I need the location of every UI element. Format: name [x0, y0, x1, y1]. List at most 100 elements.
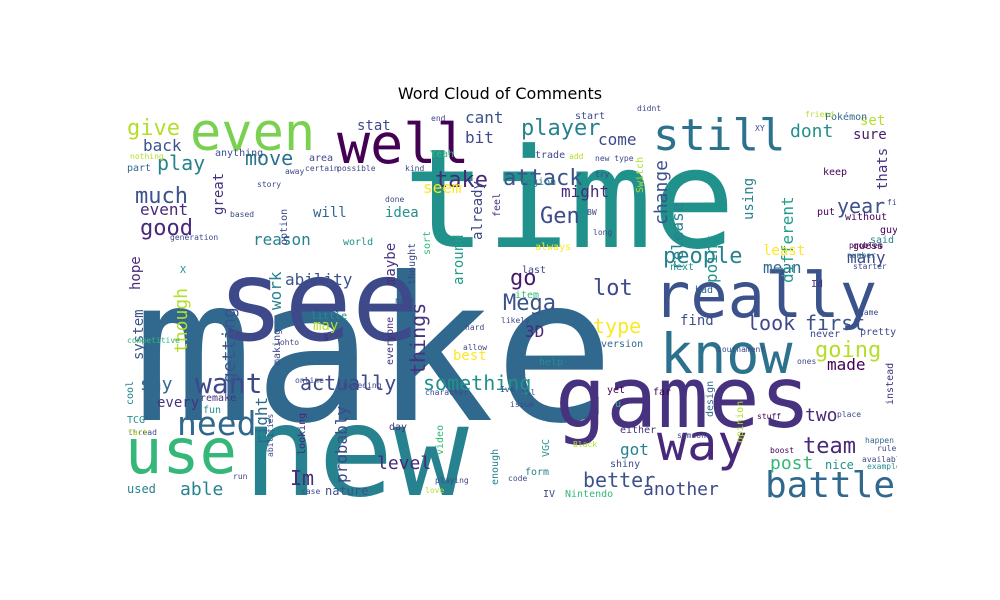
word-feel: feel [492, 193, 503, 217]
word-every: every [157, 395, 199, 411]
word-level: level [377, 453, 431, 474]
word-character: character [425, 388, 469, 397]
word-world: world [343, 237, 373, 248]
word-item: item [515, 290, 539, 301]
word-fun: fun [203, 405, 221, 416]
word-nintendo: Nintendo [565, 489, 613, 499]
word-way: way [657, 414, 747, 472]
word-possible: possible [337, 164, 376, 173]
word-someone: someone [677, 431, 711, 440]
word-mega: Mega [503, 291, 556, 316]
word-set: set [860, 113, 885, 129]
word-two: two [805, 405, 838, 426]
word-new-type: new type [595, 154, 634, 163]
word-used: used [127, 482, 156, 496]
word-team: team [803, 434, 856, 459]
word-breeding: breeding [343, 381, 382, 390]
word-able: able [180, 479, 223, 499]
word-type: type [593, 314, 641, 338]
word-seem: seem [423, 178, 462, 197]
word-play: play [157, 151, 205, 175]
word-nice: nice [825, 458, 854, 472]
word-stat: stat [357, 118, 391, 134]
word-back: back [143, 136, 182, 155]
word-dont: dont [790, 121, 833, 142]
word-cool: cool [125, 381, 136, 405]
word-probably: probably [332, 406, 351, 483]
word-ive: Ive [500, 385, 515, 394]
word-move: move [245, 146, 293, 170]
word-go: go [510, 266, 537, 291]
word-xy: XY [755, 124, 765, 133]
word-tcg: TCG [127, 415, 145, 426]
word-bw: BW [587, 208, 597, 217]
word-iv: IV [543, 489, 555, 499]
word-boost: boost [770, 446, 794, 455]
word-post: post [770, 453, 813, 474]
word-run: run [233, 472, 248, 481]
word-looking: looking [297, 413, 308, 455]
word-make: make [133, 235, 615, 468]
word-hard: hard [465, 323, 484, 332]
word-maybe: maybe [383, 243, 399, 285]
word-pretty: pretty [860, 327, 896, 338]
word-trade: trade [535, 150, 565, 161]
word-gen: Gen [540, 204, 580, 229]
word-kind: kind [405, 164, 424, 173]
word-ability: ability [285, 270, 353, 289]
word-playing: playing [435, 476, 469, 485]
word-either: either [620, 425, 656, 436]
word-based: based [230, 210, 254, 219]
word-thought: thought [407, 243, 418, 285]
word-well: well [337, 112, 469, 176]
word-right: right [252, 397, 271, 445]
word-option: option [279, 209, 290, 245]
word-day: day [389, 422, 407, 433]
word-bad: bad [695, 285, 713, 296]
word-number: number [847, 251, 876, 260]
word-something: something [423, 371, 531, 395]
word-story: story [257, 180, 281, 189]
word-will: will [313, 205, 347, 221]
word-video: video [435, 425, 446, 455]
word-mean: mean [763, 258, 802, 277]
word-using: using [741, 178, 757, 220]
word-much: much [135, 184, 188, 209]
word-know: know [660, 322, 793, 386]
word-cant: cant [465, 108, 504, 127]
word-find: find [680, 313, 714, 329]
word-pokémon: Pokémon [825, 111, 867, 123]
word-work: work [266, 271, 285, 310]
word-tournament: tournament [717, 345, 765, 354]
word-rule: rule [877, 444, 896, 453]
word-competitive: competitive [127, 336, 180, 345]
word-happen: happen [865, 436, 894, 445]
word-people: people [663, 244, 742, 269]
word-keep: keep [823, 167, 847, 178]
word-said: said [870, 235, 894, 246]
word-end: end [431, 114, 446, 123]
word-case: case [301, 487, 320, 496]
word-though: though [171, 288, 192, 353]
word-online: online [295, 376, 324, 385]
word-different: different [778, 196, 797, 283]
word-things: things [406, 303, 430, 375]
word-im: Im [290, 466, 314, 490]
word-starter: starter [853, 262, 887, 271]
word-best: best [453, 348, 487, 364]
word-reason: reason [253, 230, 311, 249]
word-ones: ones [797, 357, 816, 366]
word-games: games [555, 349, 811, 448]
word-going: going [815, 338, 881, 363]
word-s: s [323, 332, 329, 343]
word-name: name [395, 296, 414, 305]
word-thread: thread [128, 428, 157, 437]
word-event: event [140, 200, 188, 219]
word-away: away [285, 167, 304, 176]
word-good: good [140, 216, 193, 241]
word-point: point [702, 235, 721, 283]
word-lot: lot [593, 276, 633, 301]
word-nature: nature [325, 484, 368, 498]
word-take: take [435, 168, 488, 193]
word-certain: certain [305, 164, 339, 173]
